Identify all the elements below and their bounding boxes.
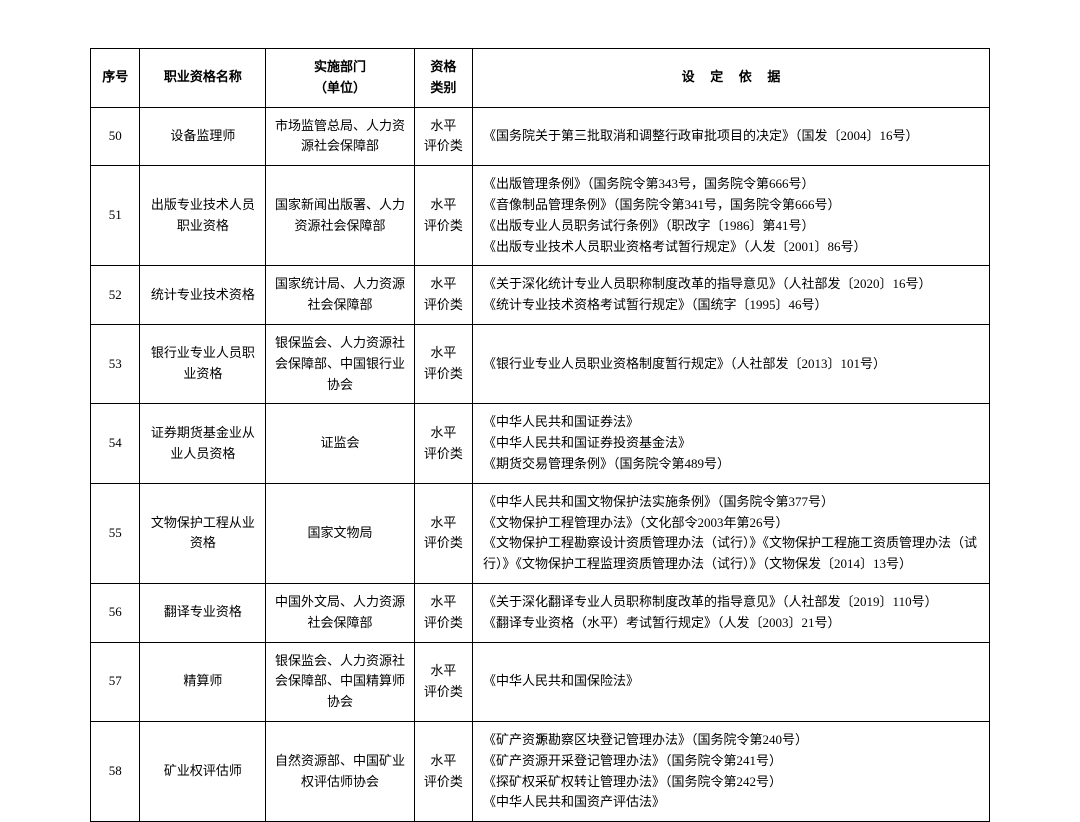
header-name: 职业资格名称: [140, 49, 266, 108]
cell-basis: 《关于深化统计专业人员职称制度改革的指导意见》（人社部发〔2020〕16号）《统…: [473, 266, 990, 325]
cell-type: 水平评价类: [414, 583, 472, 642]
cell-name: 文物保护工程从业资格: [140, 483, 266, 583]
cell-basis: 《出版管理条例》（国务院令第343号，国务院令第666号）《音像制品管理条例》（…: [473, 166, 990, 266]
cell-dept: 市场监管总局、人力资源社会保障部: [266, 107, 414, 166]
header-basis: 设定依据: [473, 49, 990, 108]
cell-seq: 53: [91, 324, 140, 403]
table-row: 52统计专业技术资格国家统计局、人力资源社会保障部水平评价类《关于深化统计专业人…: [91, 266, 990, 325]
table-row: 50设备监理师市场监管总局、人力资源社会保障部水平评价类《国务院关于第三批取消和…: [91, 107, 990, 166]
cell-dept: 国家统计局、人力资源社会保障部: [266, 266, 414, 325]
table-row: 54证券期货基金业从业人员资格证监会水平评价类《中华人民共和国证券法》《中华人民…: [91, 404, 990, 483]
cell-name: 设备监理师: [140, 107, 266, 166]
cell-seq: 55: [91, 483, 140, 583]
cell-name: 证券期货基金业从业人员资格: [140, 404, 266, 483]
cell-seq: 56: [91, 583, 140, 642]
table-row: 56翻译专业资格中国外文局、人力资源社会保障部水平评价类《关于深化翻译专业人员职…: [91, 583, 990, 642]
cell-type: 水平评价类: [414, 107, 472, 166]
cell-dept: 证监会: [266, 404, 414, 483]
cell-basis: 《中华人民共和国证券法》《中华人民共和国证券投资基金法》《期货交易管理条例》（国…: [473, 404, 990, 483]
cell-seq: 52: [91, 266, 140, 325]
cell-basis: 《中华人民共和国文物保护法实施条例》（国务院令第377号）《文物保护工程管理办法…: [473, 483, 990, 583]
cell-basis: 《银行业专业人员职业资格制度暂行规定》（人社部发〔2013〕101号）: [473, 324, 990, 403]
cell-name: 精算师: [140, 642, 266, 721]
cell-basis: 《关于深化翻译专业人员职称制度改革的指导意见》（人社部发〔2019〕110号）《…: [473, 583, 990, 642]
header-dept: 实施部门（单位）: [266, 49, 414, 108]
header-type: 资格类别: [414, 49, 472, 108]
cell-type: 水平评价类: [414, 324, 472, 403]
cell-basis: 《中华人民共和国保险法》: [473, 642, 990, 721]
page-number: 9: [0, 732, 1080, 748]
cell-name: 出版专业技术人员职业资格: [140, 166, 266, 266]
cell-type: 水平评价类: [414, 483, 472, 583]
cell-dept: 国家新闻出版署、人力资源社会保障部: [266, 166, 414, 266]
cell-basis: 《国务院关于第三批取消和调整行政审批项目的决定》（国发〔2004〕16号）: [473, 107, 990, 166]
table-header-row: 序号 职业资格名称 实施部门（单位） 资格类别 设定依据: [91, 49, 990, 108]
table-row: 53银行业专业人员职业资格银保监会、人力资源社会保障部、中国银行业协会水平评价类…: [91, 324, 990, 403]
table-row: 55文物保护工程从业资格国家文物局水平评价类《中华人民共和国文物保护法实施条例》…: [91, 483, 990, 583]
cell-dept: 中国外文局、人力资源社会保障部: [266, 583, 414, 642]
cell-seq: 50: [91, 107, 140, 166]
cell-seq: 54: [91, 404, 140, 483]
cell-name: 统计专业技术资格: [140, 266, 266, 325]
cell-seq: 51: [91, 166, 140, 266]
cell-type: 水平评价类: [414, 404, 472, 483]
table-row: 57精算师银保监会、人力资源社会保障部、中国精算师协会水平评价类《中华人民共和国…: [91, 642, 990, 721]
cell-type: 水平评价类: [414, 266, 472, 325]
qualification-table: 序号 职业资格名称 实施部门（单位） 资格类别 设定依据 50设备监理师市场监管…: [90, 48, 990, 822]
cell-type: 水平评价类: [414, 642, 472, 721]
cell-dept: 银保监会、人力资源社会保障部、中国精算师协会: [266, 642, 414, 721]
cell-name: 翻译专业资格: [140, 583, 266, 642]
cell-seq: 57: [91, 642, 140, 721]
header-seq: 序号: [91, 49, 140, 108]
cell-dept: 银保监会、人力资源社会保障部、中国银行业协会: [266, 324, 414, 403]
cell-type: 水平评价类: [414, 166, 472, 266]
cell-name: 银行业专业人员职业资格: [140, 324, 266, 403]
cell-dept: 国家文物局: [266, 483, 414, 583]
table-row: 51出版专业技术人员职业资格国家新闻出版署、人力资源社会保障部水平评价类《出版管…: [91, 166, 990, 266]
